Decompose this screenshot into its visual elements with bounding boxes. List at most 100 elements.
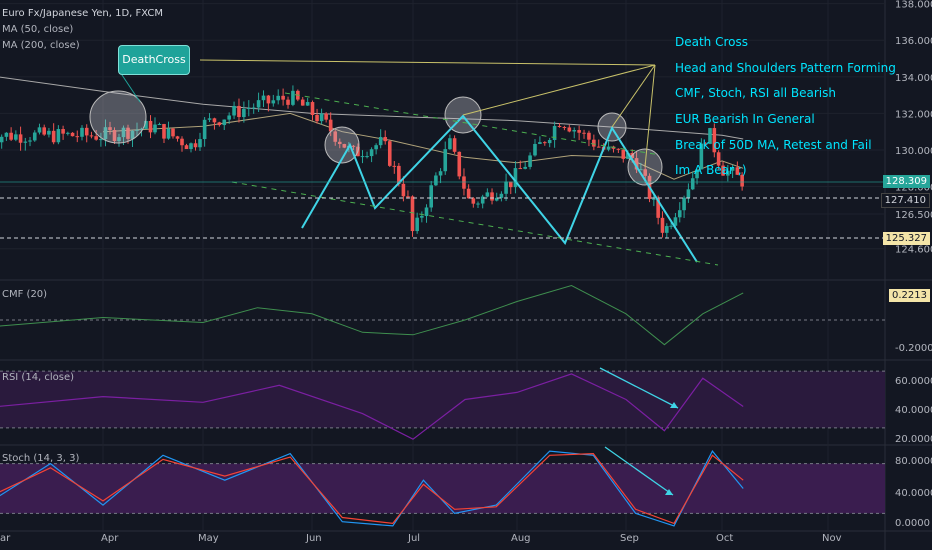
candle-down [84, 127, 89, 136]
annotation-eur-bearish[interactable]: EUR Bearish In General [675, 112, 815, 126]
candles[interactable] [0, 85, 744, 239]
candle-up [99, 139, 103, 141]
candle-down [75, 136, 80, 138]
price-axis: 124.600 126.500 128.000 130.000 132.000 134.0… [895, 0, 932, 256]
candle-up [23, 141, 28, 143]
candle-up [533, 143, 537, 156]
candle-up [202, 119, 207, 140]
candle-up [538, 142, 542, 144]
cmf-label[interactable]: CMF (20) [2, 289, 48, 300]
candle-up [276, 95, 281, 101]
candle-down [397, 165, 401, 184]
annotation-head-shoulders[interactable]: Head and Shoulders Pattern Forming [675, 61, 896, 75]
candle-up [198, 139, 202, 148]
candle-down [577, 130, 581, 133]
candle-up [639, 169, 643, 171]
candle-up [686, 189, 691, 198]
candle-down [592, 139, 596, 147]
stoch-tick-80: 80.0000 [895, 456, 932, 467]
x-label-ar: ar [0, 533, 11, 544]
candle-up [232, 105, 236, 116]
candle-down [18, 134, 23, 143]
candle-down [383, 137, 388, 142]
candle-down [184, 145, 189, 150]
candle-down [300, 99, 305, 106]
rsi-line [0, 373, 744, 440]
upper-trend-dashed [284, 92, 661, 156]
candle-up [708, 128, 712, 144]
indicators [0, 284, 744, 527]
candle-down [148, 120, 153, 133]
candle-down [266, 95, 271, 104]
candle-up [28, 140, 32, 142]
candle-up [730, 167, 735, 171]
candle-down [315, 115, 319, 122]
ma50-line [102, 112, 744, 180]
candle-down [9, 132, 13, 140]
stoch-arrow-head [665, 489, 673, 495]
candle-up [415, 217, 419, 232]
candle-down [410, 196, 415, 232]
candle-down [656, 198, 660, 218]
rsi-tick-20: 20.0000 [895, 434, 932, 445]
candle-up [673, 217, 678, 226]
lower-trend-dashed [231, 181, 719, 266]
candle-up [227, 115, 231, 120]
stoch-label[interactable]: Stoch (14, 3, 3) [2, 453, 80, 464]
candle-down [703, 143, 708, 145]
candle-up [480, 196, 485, 204]
candle-up [0, 136, 4, 143]
candle-down [51, 130, 56, 143]
candle-down [333, 131, 338, 142]
candle-down [471, 198, 476, 204]
annotation-bear[interactable]: Im A Bear ;) [675, 163, 747, 177]
candle-up [369, 149, 374, 157]
candle-up [360, 156, 365, 158]
stoch-tick-40: 40.0000 [895, 488, 932, 499]
candle-up [319, 113, 324, 122]
stoch-band [0, 463, 885, 514]
drawings[interactable] [0, 59, 885, 496]
candle-down [217, 122, 222, 126]
x-label-oct: Oct [716, 533, 734, 544]
price-tick-label: 130.000 [895, 146, 932, 157]
annotation-indicators-bearish[interactable]: CMF, Stoch, RSI all Bearish [675, 86, 836, 100]
annotation-trendline [644, 64, 656, 168]
candle-up [130, 130, 135, 139]
candle-up [80, 127, 84, 137]
candle-down [42, 127, 46, 135]
stoch-d-line [0, 452, 744, 525]
annotation-trendline [462, 64, 656, 116]
annotation-death-cross[interactable]: Death Cross [675, 35, 748, 49]
candle-down [660, 217, 665, 233]
candle-up [121, 127, 126, 138]
candle-down [452, 138, 457, 152]
candle-down [457, 151, 462, 177]
ma200-legend[interactable]: MA (200, close) [2, 40, 80, 51]
candle-up [378, 137, 383, 146]
candle-down [180, 138, 184, 146]
candle-up [246, 108, 251, 110]
candle-up [699, 143, 704, 170]
price-tick-label: 124.600 [895, 245, 932, 256]
ma50-legend[interactable]: MA (50, close) [2, 24, 74, 35]
candle-up [117, 137, 121, 142]
rsi-arrow-head [670, 402, 678, 408]
candle-up [103, 127, 108, 140]
candle-up [572, 130, 577, 132]
candle-up [499, 193, 504, 198]
price-tick-label: 138.000 [895, 0, 932, 11]
deathcross-callout[interactable]: DeathCross [118, 45, 190, 75]
x-label-apr: Apr [101, 533, 119, 544]
candle-down [324, 113, 328, 120]
candle-up [695, 169, 699, 179]
candle-up [261, 95, 266, 101]
x-label-nov: Nov [822, 533, 842, 544]
annotation-ma-break[interactable]: Break of 50D MA, Retest and Fail [675, 138, 872, 152]
candle-down [286, 99, 290, 105]
head-shoulders-pattern [301, 114, 698, 263]
rsi-label[interactable]: RSI (14, close) [2, 372, 75, 383]
candle-down [735, 167, 740, 175]
